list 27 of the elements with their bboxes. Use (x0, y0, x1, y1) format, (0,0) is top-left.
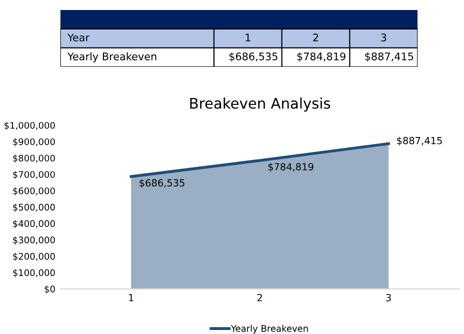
x-tick-label: 3 (386, 294, 391, 302)
text: $887,415 (365, 52, 414, 62)
chart-title: Breakeven Analysis (190, 98, 330, 112)
y-tick-label: $900,000 (13, 138, 55, 146)
y-tick-label: $600,000 (13, 187, 55, 196)
x-tick-label: 1 (129, 294, 134, 302)
data-label: $784,819 (268, 162, 314, 172)
y-tick-label: $300,000 (13, 236, 55, 245)
y-tick-label: $200,000 (13, 252, 55, 261)
y-tick-label: $1,000,000 (4, 122, 55, 130)
y-tick-label: $700,000 (13, 170, 55, 180)
text: $686,535 (229, 52, 278, 62)
text: Year (67, 34, 90, 42)
text: Yearly Breakeven (67, 52, 156, 62)
data-label: $686,535 (140, 179, 184, 188)
text: $784,819 (297, 52, 346, 62)
category-label: 3 (381, 34, 386, 42)
category-label: 1 (246, 34, 250, 42)
y-tick-label: $400,000 (13, 220, 55, 228)
y-tick-label: $0 (44, 285, 55, 294)
y-tick-label: $100,000 (13, 269, 55, 278)
y-tick-label: $500,000 (13, 204, 55, 212)
legend-label: Yearly Breakeven (230, 324, 308, 334)
data-label: $887,415 (397, 136, 442, 146)
x-tick-label: 2 (257, 294, 262, 302)
category-label: 2 (313, 34, 318, 42)
y-tick-label: $800,000 (13, 154, 55, 163)
